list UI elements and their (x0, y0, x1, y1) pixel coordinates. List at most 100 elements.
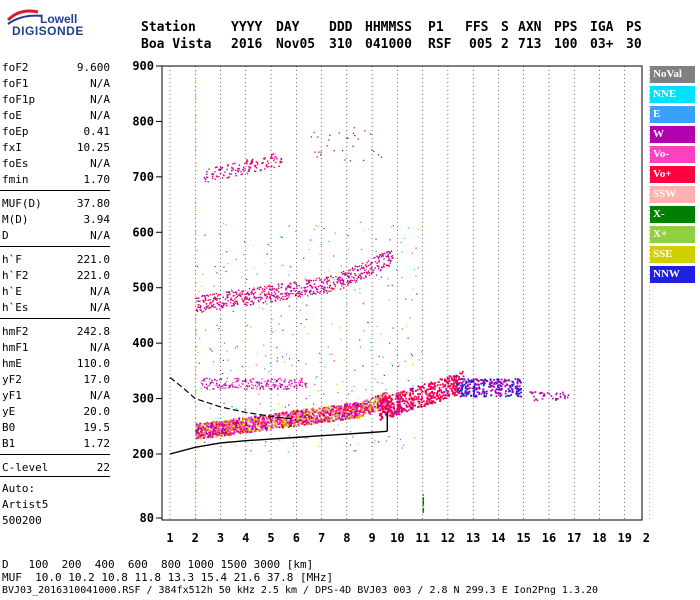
echo-point (414, 437, 416, 439)
echo-point (288, 294, 290, 296)
param-separator (0, 190, 110, 191)
echo-point (318, 412, 321, 415)
echo-point (301, 291, 303, 293)
echo-point (408, 409, 410, 412)
echo-point (319, 292, 321, 294)
echo-point (283, 418, 286, 421)
echo-point (365, 276, 367, 278)
echo-point (195, 447, 197, 449)
echo-point (287, 417, 290, 419)
echo-point (300, 422, 303, 425)
echo-point (218, 304, 221, 306)
echo-point (246, 292, 249, 294)
echo-point (378, 257, 380, 260)
echo-point (202, 273, 204, 276)
echo-point (205, 429, 208, 432)
echo-point (195, 346, 197, 348)
echo-point (307, 423, 310, 425)
echo-point (215, 433, 217, 435)
echo-point (359, 415, 362, 417)
echo-point (222, 428, 225, 430)
echo-point (351, 417, 353, 419)
legend-item-nnw: NNW (650, 266, 695, 283)
echo-point (258, 393, 260, 395)
echo-point (196, 300, 198, 302)
echo-point (209, 301, 212, 304)
param-value: N/A (90, 229, 110, 242)
echo-point (225, 434, 228, 437)
echo-point (394, 398, 397, 400)
echo-point (446, 377, 449, 380)
echo-point (211, 350, 213, 352)
echo-point (398, 407, 401, 410)
echo-point (388, 394, 391, 397)
echo-point (333, 412, 336, 415)
echo-point (196, 429, 199, 432)
echo-point (363, 400, 366, 403)
echo-point (206, 294, 208, 297)
echo-point (289, 266, 292, 268)
echo-point (195, 200, 197, 202)
echo-point (384, 399, 387, 402)
echo-point (310, 420, 313, 423)
echo-point (420, 351, 423, 353)
echo-point (216, 430, 219, 433)
echo-point (293, 410, 296, 412)
echo-point (231, 299, 233, 301)
echo-point (267, 383, 269, 385)
echo-point (198, 425, 201, 428)
legend-item-vo-: Vo+ (650, 166, 695, 183)
echo-point (251, 290, 253, 292)
param-name: h`E (2, 285, 22, 298)
echo-point (336, 415, 339, 418)
header-value-ps: 30 (626, 37, 642, 52)
echo-point (387, 278, 389, 280)
param-row: foEs N/A (2, 156, 110, 172)
echo-point (228, 428, 231, 431)
echo-point (243, 417, 246, 420)
echo-point (238, 167, 241, 170)
echo-point (431, 390, 434, 393)
echo-point (246, 424, 249, 427)
echo-point (369, 408, 372, 411)
echo-point (364, 130, 366, 132)
echo-point (401, 408, 403, 410)
echo-point (217, 434, 219, 437)
echo-point (274, 384, 276, 386)
echo-point (207, 299, 210, 301)
echo-point (500, 378, 503, 381)
echo-point (354, 413, 357, 416)
echo-point (263, 288, 266, 291)
echo-point (351, 276, 353, 278)
echo-point (306, 283, 309, 285)
echo-point (497, 381, 500, 383)
echo-point (500, 385, 503, 388)
echo-point (341, 285, 343, 287)
echo-point (288, 296, 290, 298)
echo-point (280, 286, 283, 289)
echo-point (215, 175, 218, 177)
echo-point (388, 298, 390, 301)
echo-point (495, 395, 498, 398)
param-row: M(D) 3.94 (2, 212, 110, 228)
echo-point (245, 380, 247, 382)
echo-point (195, 162, 197, 165)
echo-point (213, 432, 216, 435)
echo-point (196, 425, 199, 428)
echo-point (207, 305, 209, 307)
echo-point (273, 419, 275, 422)
echo-point (396, 405, 399, 407)
echo-point (381, 394, 384, 397)
echo-point (337, 405, 340, 408)
echo-point (435, 398, 438, 401)
echo-point (262, 308, 264, 310)
echo-point (481, 391, 484, 394)
echo-point (288, 381, 290, 384)
echo-point (366, 404, 369, 407)
echo-point (225, 434, 227, 436)
echo-point (226, 350, 228, 352)
echo-point (266, 384, 268, 386)
echo-point (498, 387, 501, 389)
echo-point (286, 422, 289, 424)
param-value: N/A (90, 285, 110, 298)
